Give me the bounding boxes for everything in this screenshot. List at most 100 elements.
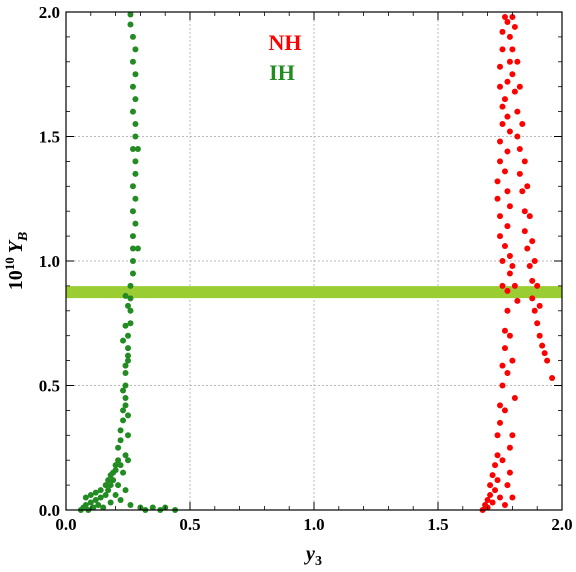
data-point-nh — [504, 78, 511, 85]
data-point-ih — [127, 21, 134, 28]
data-point-nh — [501, 502, 508, 509]
data-point-ih — [134, 145, 141, 152]
data-point-nh — [529, 295, 536, 302]
data-point-nh — [499, 258, 506, 264]
data-point-ih — [100, 504, 107, 511]
data-point-ih — [129, 183, 136, 190]
data-point-nh — [501, 168, 508, 175]
data-point-nh — [509, 262, 516, 269]
data-point-nh — [519, 121, 526, 128]
data-point-ih — [125, 457, 131, 464]
data-point-nh — [514, 108, 521, 115]
data-point-nh — [506, 128, 513, 135]
data-point-nh — [541, 350, 548, 357]
data-point-ih — [127, 320, 134, 327]
data-point-nh — [506, 469, 513, 476]
data-point-nh — [549, 375, 556, 382]
data-point-ih — [112, 462, 119, 469]
data-point-ih — [97, 494, 104, 501]
data-point-nh — [506, 332, 513, 339]
data-points — [77, 11, 556, 513]
data-point-ih — [127, 282, 134, 289]
data-point-ih — [112, 467, 119, 474]
x-axis-label: y3 — [304, 543, 322, 569]
data-point-nh — [494, 452, 501, 459]
data-point-nh — [506, 444, 513, 451]
data-point-nh — [504, 223, 511, 230]
data-point-nh — [509, 46, 516, 53]
data-point-nh — [487, 482, 494, 489]
data-point-nh — [536, 332, 543, 339]
x-tick-label: 0.0 — [55, 515, 76, 534]
data-point-ih — [110, 477, 117, 484]
data-point-nh — [501, 13, 508, 20]
data-point-nh — [497, 494, 503, 501]
data-point-ih — [122, 322, 129, 329]
data-point-nh — [487, 492, 494, 499]
data-point-ih — [129, 270, 136, 277]
data-point-nh — [504, 188, 511, 195]
data-point-nh — [501, 327, 508, 334]
data-point-ih — [132, 170, 139, 177]
data-point-ih — [117, 427, 124, 434]
data-point-nh — [506, 58, 513, 65]
data-point-ih — [92, 497, 99, 504]
data-point-nh — [492, 487, 499, 494]
reference-band — [66, 286, 562, 299]
data-point-nh — [497, 158, 503, 165]
data-point-ih — [112, 492, 119, 499]
data-point-ih — [117, 462, 124, 469]
data-point-nh — [516, 170, 523, 177]
data-point-ih — [107, 499, 114, 506]
data-point-nh — [494, 178, 501, 185]
grid — [66, 12, 562, 510]
data-point-nh — [514, 58, 521, 65]
data-point-ih — [132, 158, 139, 165]
data-point-nh — [497, 419, 503, 426]
data-point-ih — [82, 494, 89, 501]
data-point-nh — [534, 320, 541, 327]
y-tick-label: 0.0 — [39, 501, 60, 520]
data-point-ih — [95, 502, 102, 509]
data-point-ih — [115, 457, 122, 464]
data-point-nh — [489, 499, 496, 506]
data-point-ih — [82, 502, 89, 509]
data-point-ih — [127, 295, 134, 302]
data-point-nh — [497, 83, 503, 90]
y-tick-label: 1.0 — [39, 252, 60, 271]
data-point-ih — [132, 71, 139, 78]
data-point-nh — [509, 357, 516, 364]
data-point-nh — [536, 302, 543, 309]
y-tick-label: 2.0 — [39, 3, 60, 22]
data-point-ih — [129, 83, 136, 90]
data-point-ih — [122, 394, 129, 401]
data-point-nh — [499, 362, 506, 369]
data-point-nh — [499, 282, 506, 289]
data-point-ih — [127, 11, 134, 18]
data-point-ih — [102, 492, 109, 499]
data-point-nh — [501, 345, 508, 352]
data-point-nh — [516, 83, 523, 90]
data-point-nh — [516, 145, 523, 152]
data-point-nh — [497, 138, 503, 145]
data-point-ih — [120, 407, 127, 414]
y-tick-label: 1.5 — [39, 128, 60, 147]
data-point-nh — [509, 494, 516, 501]
data-point-ih — [122, 370, 129, 377]
y-axis-label-exp: 10 — [2, 257, 17, 270]
data-point-ih — [129, 233, 136, 240]
data-point-nh — [506, 253, 513, 260]
data-point-ih — [122, 452, 129, 459]
data-point-ih — [149, 504, 156, 511]
data-point-nh — [489, 472, 496, 479]
data-point-ih — [129, 245, 136, 252]
data-point-nh — [534, 282, 541, 289]
data-point-ih — [125, 345, 131, 352]
data-point-nh — [492, 462, 499, 469]
data-point-ih — [97, 487, 104, 494]
axis-ticks: 0.0 0.5 1.0 1.5 2.0 0.0 0.5 1.0 1.5 2.0 — [39, 3, 573, 534]
data-point-nh — [504, 287, 511, 294]
data-point-nh — [504, 113, 511, 120]
data-point-nh — [529, 238, 536, 245]
